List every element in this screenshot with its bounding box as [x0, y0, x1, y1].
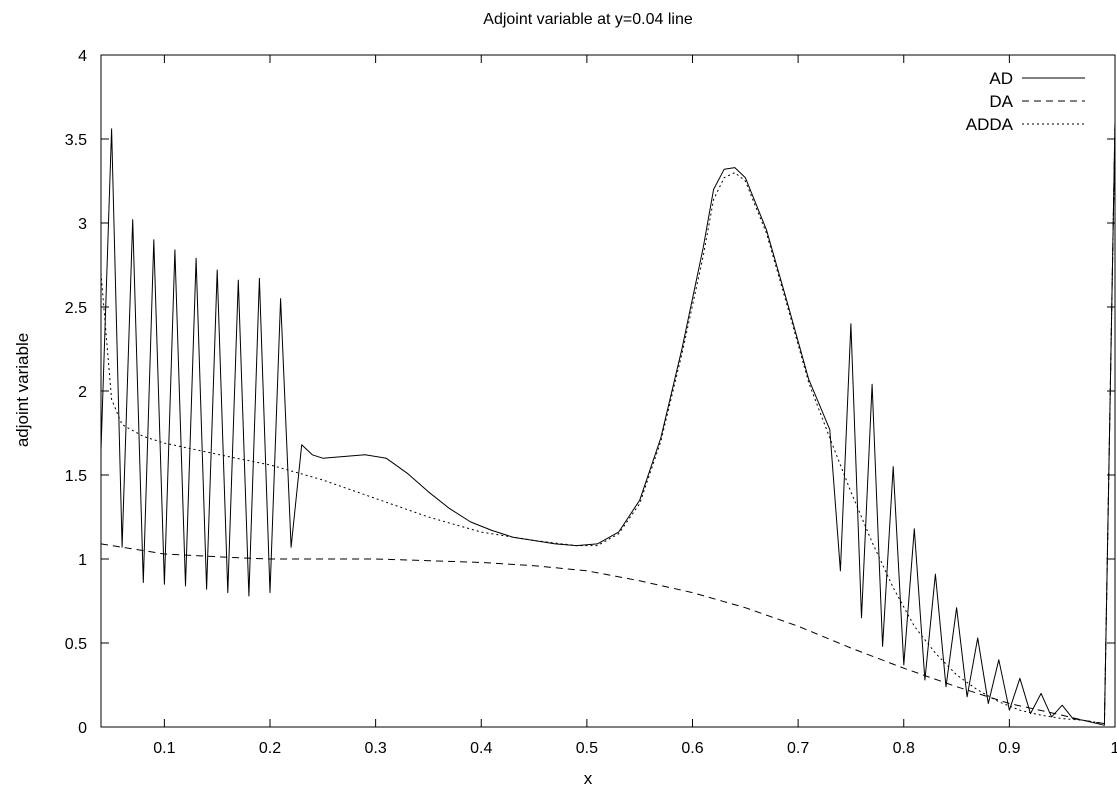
chart-title: Adjoint variable at y=0.04 line: [483, 11, 693, 28]
x-tick-label: 0.8: [893, 740, 915, 757]
legend-label: AD: [989, 69, 1013, 88]
y-tick-label: 4: [78, 48, 87, 65]
y-tick-label: 1.5: [65, 468, 87, 485]
x-tick-label: 0.2: [259, 740, 281, 757]
x-axis-label: x: [584, 769, 593, 788]
y-tick-label: 0.5: [65, 636, 87, 653]
y-tick-label: 2.5: [65, 300, 87, 317]
x-tick-label: 0.1: [153, 740, 175, 757]
x-tick-label: 0.9: [998, 740, 1020, 757]
x-tick-label: 0.6: [681, 740, 703, 757]
legend-label: DA: [989, 92, 1013, 111]
axis-ticks: 0.1 0.2 0.3 0.4 0.5 0.6 0.7 0.8 0.9 1 0 0.5 1 1.5 2 2.5…: [65, 48, 1117, 757]
y-tick-label: 3: [78, 216, 87, 233]
plot-frame: [100, 54, 1116, 728]
series-line-da: [100, 122, 1116, 725]
legend-label: ADDA: [966, 115, 1014, 134]
series-line-adda: [100, 122, 1116, 725]
y-tick-label: 3.5: [65, 132, 87, 149]
y-tick-label: 2: [78, 384, 87, 401]
y-tick-label: 0: [78, 720, 87, 737]
x-tick-label: 0.3: [365, 740, 387, 757]
x-tick-label: 0.5: [576, 740, 598, 757]
y-tick-label: 1: [78, 552, 87, 569]
x-tick-label: 0.7: [787, 740, 809, 757]
series-group: [100, 122, 1116, 726]
x-tick-label: 1: [1111, 740, 1117, 757]
x-tick-label: 0.4: [470, 740, 492, 757]
series-line-ad: [100, 122, 1116, 726]
y-axis-label: adjoint variable: [13, 333, 32, 447]
